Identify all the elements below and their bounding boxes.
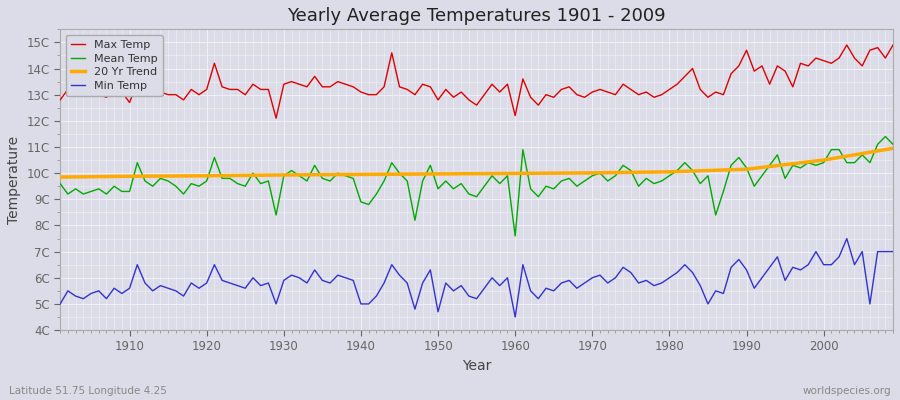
20 Yr Trend (509, 171, 520, 176)
Min Temp (286, 273, 297, 278)
Max Temp (55, 98, 66, 102)
Line: Min Temp: Min Temp (60, 238, 893, 317)
Legend: Max Temp, Mean Temp, 20 Yr Trend, Min Temp: Max Temp, Mean Temp, 20 Yr Trend, Min Te… (66, 35, 163, 96)
Mean Temp (880, 134, 891, 139)
Min Temp (55, 302, 66, 306)
20 Yr Trend (356, 172, 366, 177)
Title: Yearly Average Temperatures 1901 - 2009: Yearly Average Temperatures 1901 - 2009 (287, 7, 666, 25)
Mean Temp (55, 181, 66, 186)
20 Yr Trend (818, 158, 829, 162)
Text: Latitude 51.75 Longitude 4.25: Latitude 51.75 Longitude 4.25 (9, 386, 166, 396)
Max Temp (340, 82, 351, 87)
20 Yr Trend (887, 146, 898, 151)
Text: worldspecies.org: worldspecies.org (803, 386, 891, 396)
Max Temp (887, 42, 898, 47)
Min Temp (509, 315, 520, 320)
Min Temp (116, 291, 127, 296)
Mean Temp (509, 234, 520, 238)
Mean Temp (286, 168, 297, 173)
Min Temp (610, 275, 621, 280)
Min Temp (332, 273, 343, 278)
Y-axis label: Temperature: Temperature (7, 136, 21, 224)
20 Yr Trend (278, 172, 289, 177)
Mean Temp (116, 189, 127, 194)
Min Temp (887, 249, 898, 254)
Min Temp (842, 236, 852, 241)
Max Temp (842, 42, 852, 47)
Max Temp (271, 116, 282, 121)
Mean Temp (610, 173, 621, 178)
Max Temp (116, 90, 127, 94)
20 Yr Trend (55, 175, 66, 180)
Mean Temp (332, 171, 343, 176)
20 Yr Trend (664, 170, 675, 174)
Mean Temp (502, 173, 513, 178)
Max Temp (610, 92, 621, 97)
20 Yr Trend (433, 172, 444, 176)
Min Temp (502, 275, 513, 280)
Max Temp (518, 76, 528, 81)
Max Temp (509, 113, 520, 118)
Mean Temp (518, 147, 528, 152)
Line: Max Temp: Max Temp (60, 45, 893, 118)
Mean Temp (887, 142, 898, 147)
20 Yr Trend (124, 174, 135, 179)
20 Yr Trend (587, 170, 598, 175)
Min Temp (518, 262, 528, 267)
20 Yr Trend (741, 167, 751, 172)
X-axis label: Year: Year (462, 359, 491, 373)
Line: 20 Yr Trend: 20 Yr Trend (60, 148, 893, 177)
20 Yr Trend (202, 173, 212, 178)
Line: Mean Temp: Mean Temp (60, 136, 893, 236)
Max Temp (293, 82, 304, 87)
